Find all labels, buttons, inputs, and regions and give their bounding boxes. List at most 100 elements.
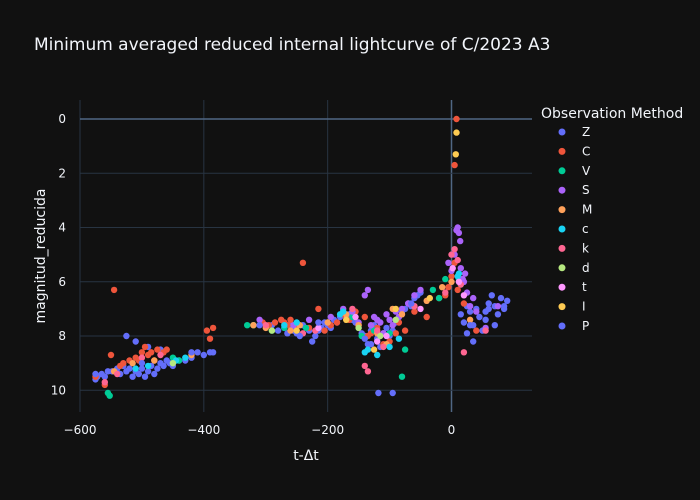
- data-point-C: [163, 346, 170, 353]
- data-point-k: [380, 343, 387, 351]
- legend-label-I[interactable]: I: [582, 300, 586, 314]
- data-point-P: [138, 360, 146, 367]
- legend-label-t[interactable]: t: [582, 280, 587, 294]
- legend-marker-M[interactable]: [558, 206, 566, 214]
- data-point-Z: [194, 349, 201, 356]
- x-tick-label: −400: [187, 423, 220, 437]
- tick-labels: −600 −400 −200 0 0 2 4 6 8 10: [51, 112, 456, 437]
- data-point-Z: [312, 332, 319, 340]
- data-point-k: [448, 251, 455, 258]
- data-point-k: [442, 289, 449, 296]
- data-point-Z: [470, 338, 477, 345]
- y-tick-label: 2: [58, 166, 66, 180]
- legend-marker-C[interactable]: [558, 147, 566, 155]
- data-point-t: [352, 313, 359, 321]
- data-point-Z: [144, 368, 152, 375]
- x-axis-title: t-Δt: [293, 448, 319, 464]
- data-point-c: [364, 346, 372, 353]
- data-point-I: [370, 346, 378, 353]
- data-point-S: [398, 305, 406, 313]
- data-point-S: [470, 294, 477, 302]
- data-point-C: [453, 115, 460, 123]
- y-tick-label: 4: [58, 221, 66, 235]
- data-point-C: [107, 351, 115, 359]
- data-point-Z: [129, 373, 136, 380]
- legend-label-d[interactable]: d: [582, 261, 590, 275]
- data-point-V: [442, 275, 449, 283]
- legend-marker-c[interactable]: [558, 225, 566, 233]
- legend-marker-S[interactable]: [558, 186, 566, 194]
- data-point-C: [401, 327, 409, 334]
- data-point-C: [445, 284, 452, 291]
- data-point-S: [389, 322, 396, 329]
- legend-label-M[interactable]: M: [582, 203, 592, 217]
- data-point-C: [392, 330, 399, 337]
- data-point-M: [398, 311, 406, 318]
- legend-label-V[interactable]: V: [582, 164, 591, 178]
- data-point-Z: [460, 319, 468, 326]
- data-point-d: [268, 327, 276, 334]
- data-point-Z: [154, 365, 161, 372]
- data-point-V: [435, 294, 443, 302]
- data-point-k: [451, 246, 458, 253]
- data-point-S: [454, 224, 461, 231]
- data-point-c: [374, 351, 381, 359]
- legend-marker-I[interactable]: [558, 303, 566, 311]
- data-point-C: [209, 324, 217, 332]
- data-point-P: [367, 341, 375, 348]
- data-point-C: [473, 327, 480, 334]
- data-point-P: [466, 322, 474, 329]
- data-point-k: [349, 305, 356, 313]
- data-point-d: [169, 360, 177, 367]
- legend-label-k[interactable]: k: [582, 241, 589, 255]
- data-point-V: [106, 392, 113, 399]
- legend-label-C[interactable]: C: [582, 144, 590, 158]
- legend-marker-d[interactable]: [558, 264, 566, 272]
- data-point-M: [129, 360, 136, 367]
- data-point-C: [299, 259, 307, 266]
- legend-marker-V[interactable]: [558, 167, 566, 175]
- legend-label-c[interactable]: c: [582, 222, 589, 236]
- data-point-Z: [274, 327, 282, 334]
- data-point-C: [451, 161, 458, 169]
- data-point-d: [355, 324, 362, 332]
- data-point-P: [188, 349, 195, 356]
- data-point-S: [445, 259, 452, 266]
- legend-label-P[interactable]: P: [582, 319, 589, 333]
- data-point-S: [473, 308, 480, 315]
- data-point-P: [296, 332, 303, 340]
- data-point-c: [386, 343, 393, 351]
- data-point-I: [453, 129, 460, 136]
- data-point-k: [138, 354, 146, 361]
- legend-marker-t[interactable]: [558, 283, 566, 291]
- data-point-k: [157, 351, 164, 359]
- data-point-c: [395, 335, 403, 342]
- data-point-c: [281, 322, 288, 329]
- data-point-t: [417, 305, 424, 313]
- data-point-S: [461, 270, 469, 277]
- data-point-M: [439, 284, 446, 291]
- data-point-C: [315, 305, 322, 313]
- y-tick-label: 10: [51, 383, 66, 397]
- data-point-M: [287, 327, 294, 334]
- data-point-S: [457, 237, 464, 245]
- data-point-Z: [488, 292, 495, 299]
- legend-label-Z[interactable]: Z: [582, 125, 590, 139]
- legend-marker-Z[interactable]: [558, 128, 566, 136]
- data-point-Z: [160, 362, 167, 370]
- data-point-k: [454, 256, 461, 264]
- data-point-C: [110, 286, 118, 294]
- x-tick-label: 0: [448, 423, 456, 437]
- data-point-S: [377, 319, 384, 326]
- data-point-P: [315, 319, 322, 326]
- legend-label-S[interactable]: S: [582, 183, 590, 197]
- data-point-d: [377, 332, 384, 340]
- legend-marker-P[interactable]: [558, 322, 566, 330]
- data-point-C: [321, 327, 328, 334]
- data-point-C: [120, 360, 127, 367]
- legend-marker-k[interactable]: [558, 244, 566, 252]
- data-point-M: [324, 319, 331, 326]
- data-point-c: [340, 308, 347, 315]
- data-point-V: [401, 346, 409, 353]
